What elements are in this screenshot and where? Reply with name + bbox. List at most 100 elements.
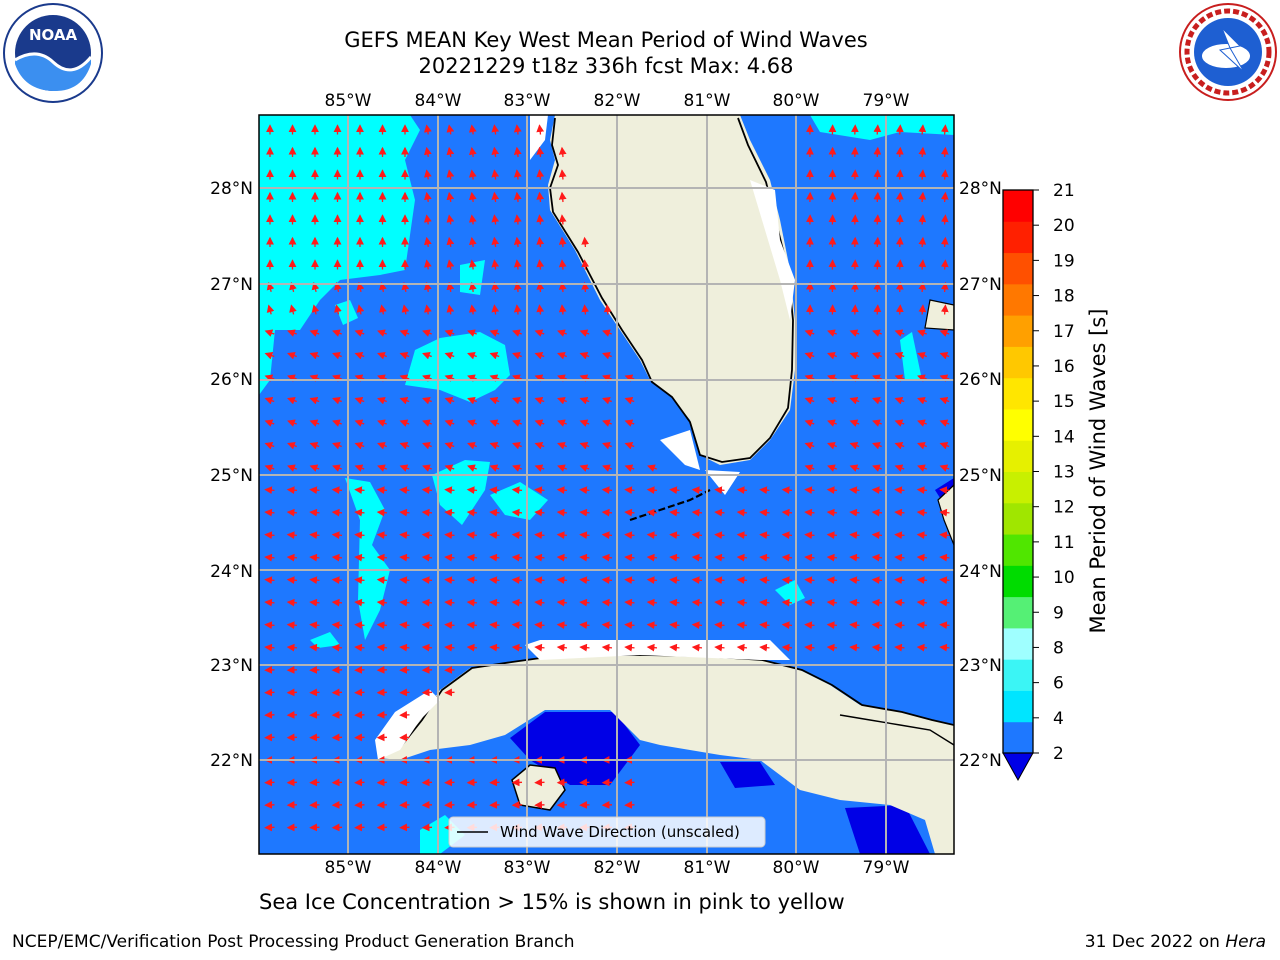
wind-wave-arrow: [939, 531, 950, 540]
lat-label: 26°N: [959, 370, 1002, 390]
wind-wave-arrow: [376, 643, 388, 652]
wind-wave-arrow: [399, 643, 410, 652]
wind-wave-arrow: [467, 419, 477, 427]
wind-wave-arrow: [827, 464, 837, 472]
wind-wave-arrow: [940, 191, 949, 203]
wind-wave-arrow: [332, 397, 342, 405]
wind-wave-arrow: [512, 329, 522, 337]
colorbar-swatch: [1003, 659, 1033, 691]
wind-wave-arrow: [468, 146, 477, 158]
lat-label: 24°N: [959, 562, 1002, 582]
wind-wave-arrow: [804, 621, 815, 630]
period-under-2-region: [845, 805, 930, 854]
wind-wave-arrow: [601, 621, 613, 630]
wind-wave-arrow: [894, 352, 905, 360]
wind-wave-arrow: [264, 576, 275, 585]
wind-wave-arrow: [511, 643, 523, 652]
wind-wave-arrow: [827, 329, 837, 337]
wind-wave-arrow: [468, 214, 477, 225]
wind-wave-arrow: [940, 146, 949, 158]
colorbar-tick-label: 2: [1053, 744, 1064, 764]
colorbar-swatch: [1003, 408, 1033, 441]
wind-wave-arrow: [918, 304, 927, 315]
wind-wave-arrow: [399, 553, 410, 562]
wind-wave-arrow: [873, 236, 882, 248]
wind-wave-arrow: [669, 531, 680, 540]
wind-wave-arrow: [379, 304, 387, 315]
lon-label: 84°W: [415, 858, 462, 878]
wind-wave-arrow: [446, 169, 455, 180]
wind-wave-arrow: [624, 464, 635, 472]
wind-wave-arrow: [424, 191, 432, 203]
wind-wave-arrow: [264, 486, 275, 495]
wind-wave-arrow: [556, 576, 568, 585]
wind-wave-arrow: [894, 553, 905, 562]
wind-wave-arrow: [624, 576, 635, 585]
sea-ice-caption: Sea Ice Concentration > 15% is shown in …: [259, 890, 845, 914]
wind-wave-arrow: [579, 643, 590, 652]
wind-wave-arrow: [939, 598, 950, 607]
wind-wave-arrow: [264, 621, 275, 630]
wind-wave-arrow: [334, 304, 342, 315]
wind-wave-arrow: [624, 598, 635, 607]
wind-wave-arrow: [399, 352, 410, 360]
wind-wave-arrow: [895, 146, 904, 158]
wind-wave-arrow: [309, 531, 320, 540]
wind-wave-arrow: [422, 374, 432, 382]
wind-wave-arrow: [511, 486, 523, 495]
wind-wave-arrow: [422, 464, 432, 472]
wind-wave-arrow: [646, 531, 658, 540]
period-4-6-region: [432, 460, 490, 525]
wind-wave-arrow: [849, 531, 860, 540]
wind-wave-arrow: [827, 374, 837, 382]
footer-host: Hera: [1225, 932, 1266, 952]
wind-wave-arrow: [489, 598, 500, 607]
no-data-coastal: [375, 690, 440, 760]
wind-wave-arrow: [781, 621, 793, 630]
wind-wave-arrow: [354, 329, 365, 337]
wind-wave-arrow: [444, 576, 455, 585]
colorbar-tick-label: 18: [1053, 287, 1075, 307]
wind-wave-arrow: [804, 508, 815, 517]
wind-wave-arrow: [602, 329, 612, 337]
wind-wave-arrow: [511, 576, 523, 585]
colorbar-swatch: [1003, 283, 1033, 316]
wind-wave-arrow: [558, 214, 567, 225]
wind-wave-arrow: [511, 553, 523, 562]
wind-wave-arrow: [602, 419, 612, 427]
wind-wave-arrow: [332, 419, 342, 427]
wind-wave-arrow: [556, 621, 568, 630]
wind-wave-arrow: [331, 531, 343, 540]
wind-wave-arrow: [873, 191, 882, 203]
wind-wave-arrow: [376, 621, 388, 630]
colorbar-tick-label: 19: [1053, 251, 1075, 271]
wind-wave-arrow: [354, 419, 365, 427]
wind-wave-arrow: [918, 236, 927, 248]
no-data-coastal: [525, 640, 790, 660]
wind-wave-arrow: [354, 464, 365, 472]
wind-wave-arrow: [309, 553, 320, 562]
wind-wave-arrow: [714, 621, 725, 630]
wind-wave-arrow: [264, 531, 275, 540]
wind-wave-arrow: [939, 442, 950, 450]
wind-wave-arrow: [556, 508, 568, 517]
wind-wave-arrow: [939, 397, 950, 405]
wind-wave-arrow: [309, 508, 320, 517]
wind-wave-arrow: [354, 374, 365, 382]
wind-wave-arrow: [827, 442, 837, 450]
wind-wave-arrow: [264, 643, 275, 652]
wind-wave-arrow: [513, 146, 522, 158]
wind-wave-arrow: [513, 236, 522, 248]
wind-wave-arrow: [399, 464, 410, 472]
wind-wave-arrow: [624, 643, 635, 652]
wind-wave-arrow: [421, 643, 433, 652]
wind-wave-arrow: [669, 576, 680, 585]
wind-wave-arrow: [917, 352, 927, 360]
wind-wave-arrow: [556, 643, 568, 652]
wind-wave-arrow: [601, 486, 613, 495]
wind-wave-arrow: [602, 442, 612, 450]
wind-wave-arrow: [556, 553, 568, 562]
wind-wave-arrow: [759, 621, 770, 630]
wind-wave-arrow: [424, 304, 432, 315]
lon-label: 85°W: [325, 858, 372, 878]
